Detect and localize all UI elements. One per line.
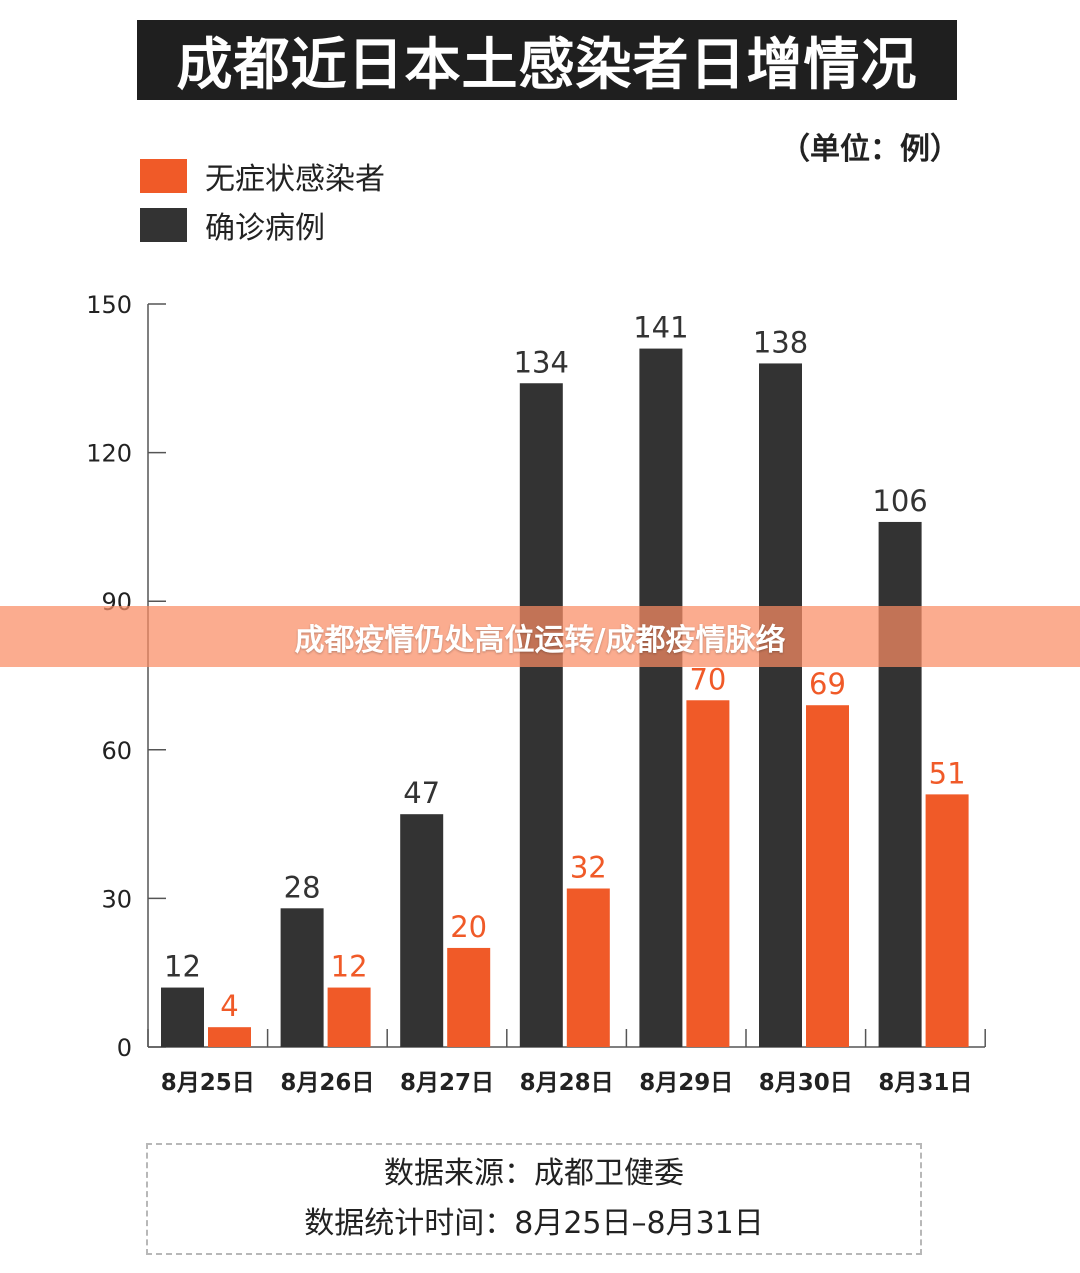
legend-swatch-asymptomatic (140, 159, 187, 193)
y-tick-label: 30 (101, 885, 132, 913)
data-label-asymptomatic: 20 (450, 910, 487, 944)
x-tick-label: 8月31日 (878, 1070, 972, 1096)
bar-asymptomatic (447, 947, 491, 1047)
y-tick-label: 120 (86, 440, 132, 468)
data-label-confirmed: 138 (753, 325, 808, 359)
y-tick-label: 60 (101, 737, 132, 765)
x-tick-label: 8月30日 (759, 1070, 853, 1096)
legend-item-confirmed: 确诊病例 (140, 203, 325, 247)
legend-item-asymptomatic: 无症状感染者 (140, 154, 385, 198)
x-tick-label: 8月28日 (520, 1070, 614, 1096)
data-label-asymptomatic: 12 (331, 950, 368, 984)
y-tick-label: 150 (86, 291, 132, 319)
bar-chart: 03060901201508月25日1248月26日28128月27日47208… (86, 291, 986, 1096)
data-label-asymptomatic: 69 (809, 667, 846, 701)
data-label-confirmed: 141 (633, 311, 688, 345)
source-line: 数据来源：成都卫健委 (384, 1156, 684, 1191)
y-tick-label: 0 (117, 1034, 132, 1062)
data-label-confirmed: 47 (403, 776, 440, 810)
bar-confirmed (639, 348, 683, 1048)
bar-asymptomatic (566, 888, 610, 1047)
bar-confirmed (878, 521, 922, 1047)
legend-label-asymptomatic: 无症状感染者 (205, 162, 385, 197)
data-label-confirmed: 106 (872, 484, 927, 518)
data-label-asymptomatic: 70 (689, 662, 726, 696)
data-label-asymptomatic: 51 (929, 756, 966, 790)
source-box: 数据来源：成都卫健委 数据统计时间：8月25日–8月31日 (146, 1143, 922, 1255)
bar-asymptomatic (208, 1027, 251, 1047)
bar-asymptomatic (925, 794, 969, 1047)
x-tick-label: 8月27日 (400, 1070, 494, 1096)
stat-period-line: 数据统计时间：8月25日–8月31日 (304, 1206, 764, 1241)
legend-label-confirmed: 确诊病例 (205, 211, 325, 246)
overlay-banner: 成都疫情仍处高位运转/成都疫情脉络 (0, 606, 1080, 667)
bar-confirmed (759, 363, 802, 1047)
bar-confirmed (280, 908, 324, 1047)
bar-asymptomatic (806, 705, 849, 1047)
data-label-confirmed: 134 (514, 345, 569, 379)
x-tick-label: 8月26日 (280, 1070, 374, 1096)
bar-asymptomatic (327, 987, 371, 1047)
x-tick-label: 8月25日 (161, 1070, 255, 1096)
bar-confirmed (519, 383, 563, 1048)
data-label-asymptomatic: 4 (220, 989, 238, 1023)
unit-label: （单位：例） (780, 132, 960, 167)
legend-swatch-confirmed (140, 208, 187, 242)
data-label-asymptomatic: 32 (570, 850, 607, 884)
bar-confirmed (400, 814, 444, 1047)
chart-title: 成都近日本土感染者日增情况 (137, 20, 957, 100)
x-tick-label: 8月29日 (639, 1070, 733, 1096)
bar-asymptomatic (686, 700, 730, 1047)
data-label-confirmed: 12 (164, 950, 201, 984)
data-label-confirmed: 28 (284, 870, 321, 904)
bar-confirmed (161, 987, 204, 1047)
